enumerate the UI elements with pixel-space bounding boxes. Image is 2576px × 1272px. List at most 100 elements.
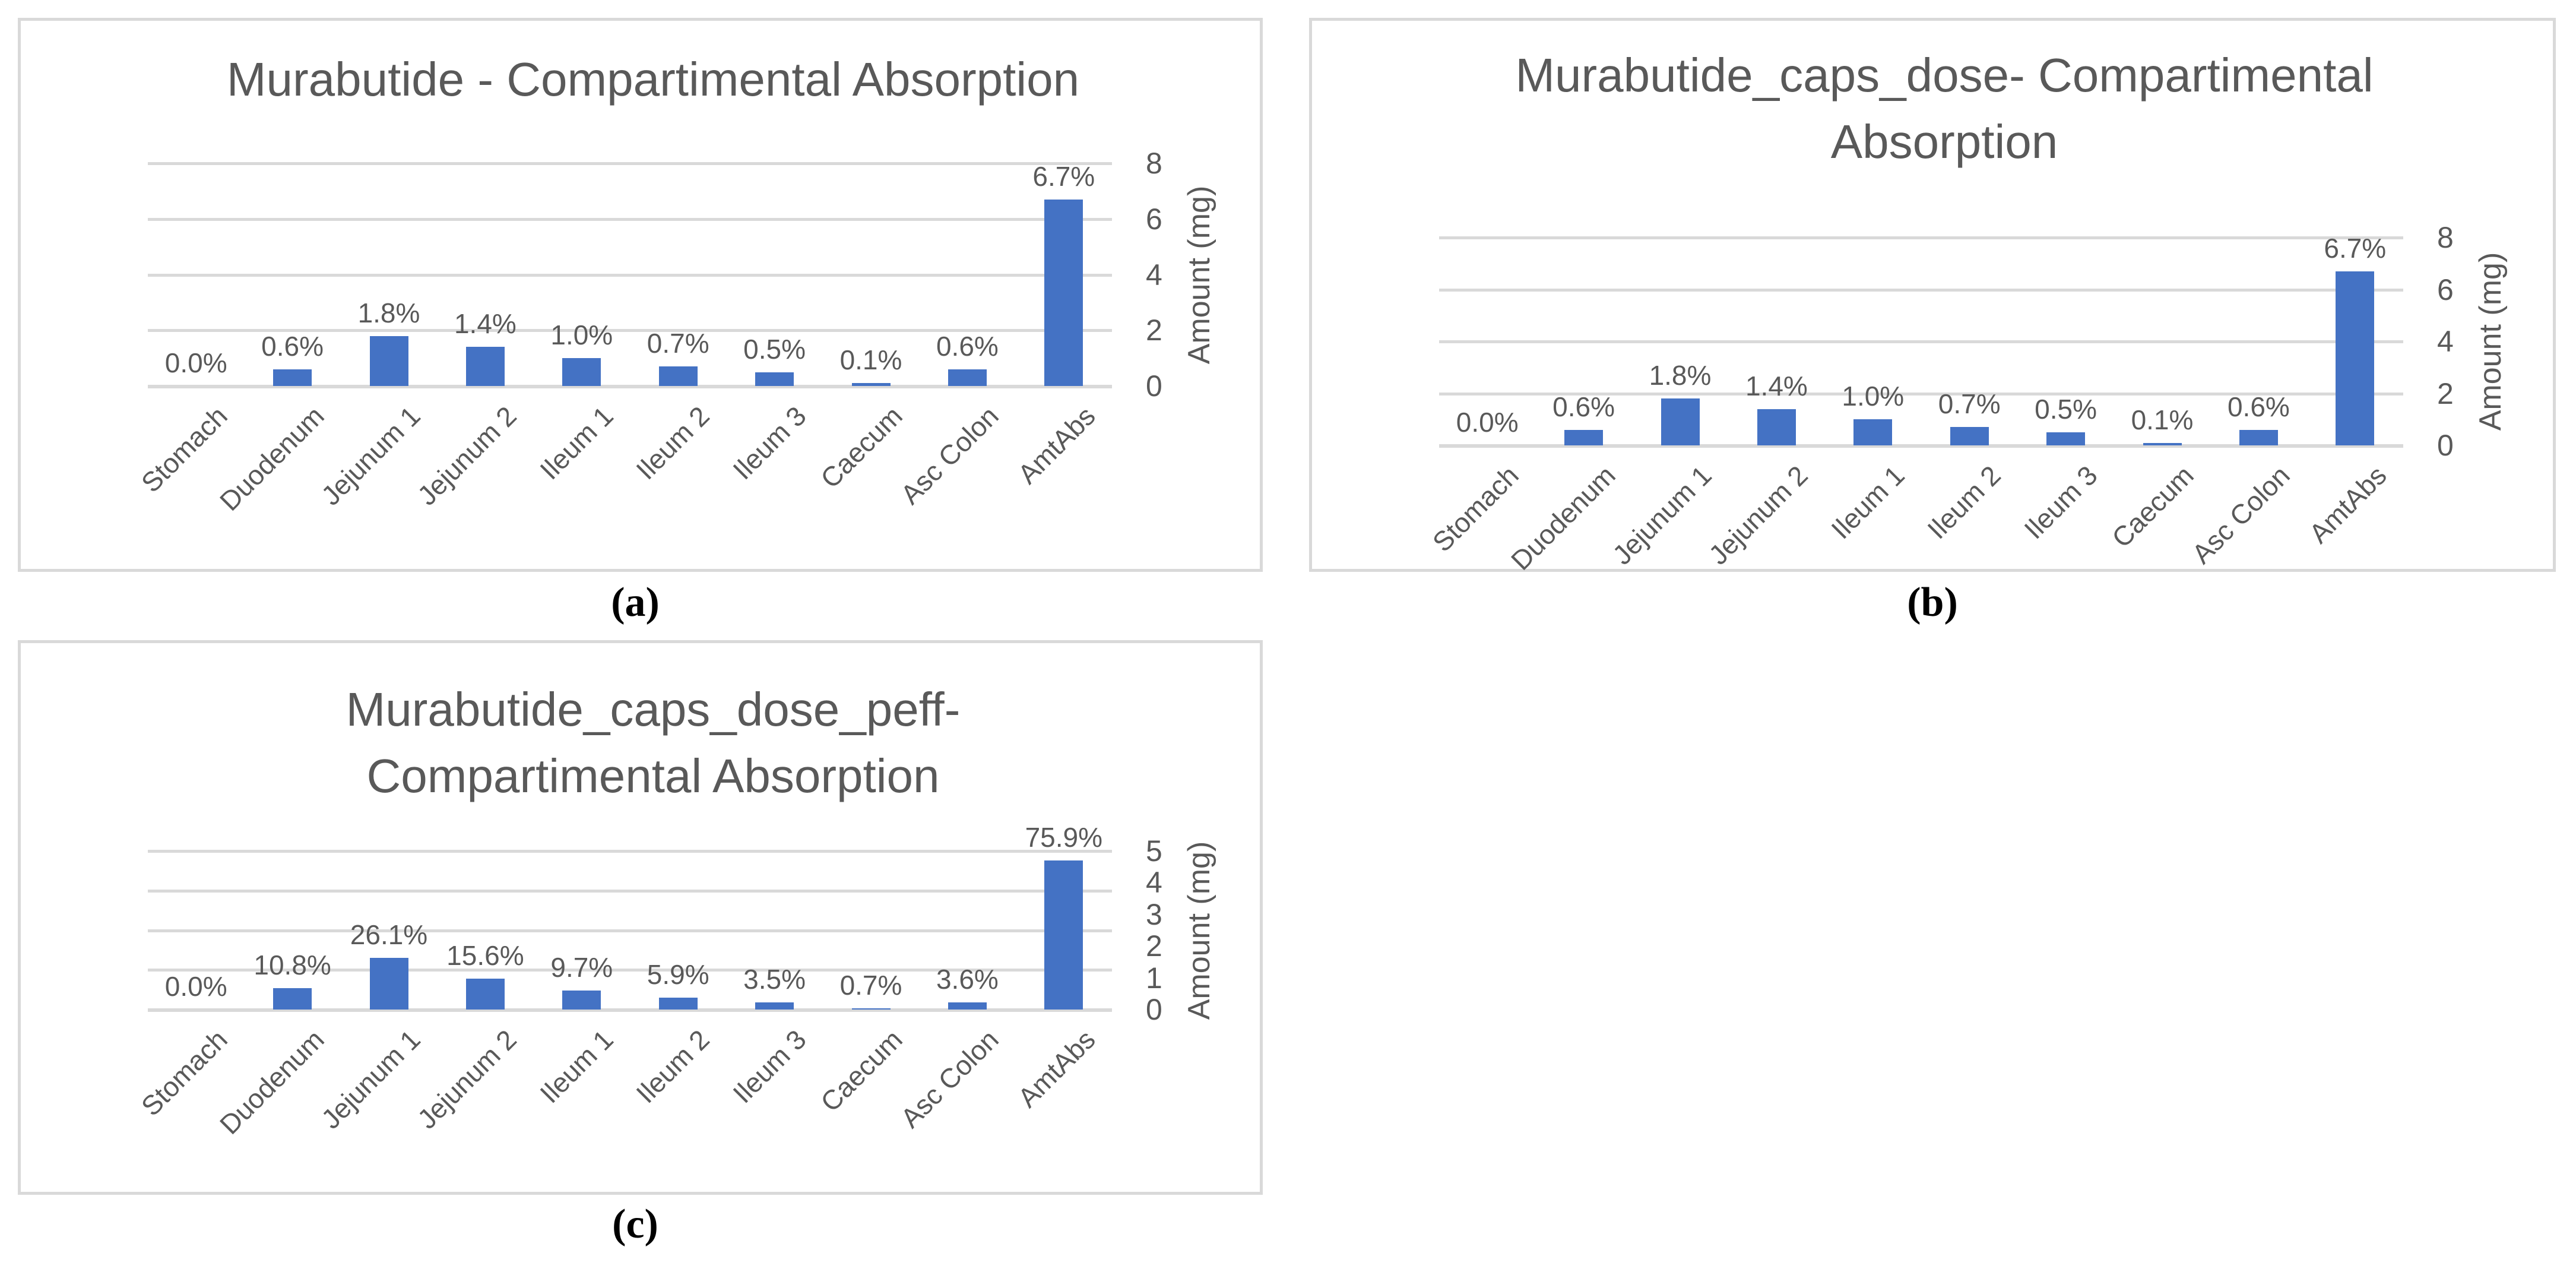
data-label: 0.1% <box>839 344 902 375</box>
data-label: 0.0% <box>164 971 227 1002</box>
y-axis-title: Amount (mg) <box>2473 252 2508 431</box>
chart-panel-c: Murabutide_caps_dose_peff- Compartimental… <box>18 640 1263 1195</box>
data-label: 1.8% <box>357 298 420 328</box>
y-tick-label: 4 <box>2437 325 2454 358</box>
data-label: 0.7% <box>647 328 709 359</box>
y-tick-label: 2 <box>1146 314 1162 347</box>
y-tick-label: 8 <box>2437 221 2454 254</box>
y-tick-label: 2 <box>2437 376 2454 410</box>
bar-caecum <box>2143 443 2182 445</box>
y-tick-label: 6 <box>2437 273 2454 306</box>
data-label: 1.8% <box>1649 360 1712 391</box>
y-tick-label: 4 <box>1146 866 1162 900</box>
chart-title-line: Compartimental Absorption <box>366 749 940 802</box>
data-label: 0.7% <box>1938 388 2001 419</box>
gridline <box>148 162 1112 165</box>
bar-jejunum-1 <box>369 336 408 386</box>
data-label: 5.9% <box>647 959 709 990</box>
chart-title: Murabutide - Compartimental Absorption <box>169 46 1137 113</box>
data-label: 1.4% <box>454 308 517 339</box>
data-label: 0.5% <box>743 334 806 365</box>
bar-jejunum-2 <box>465 347 505 386</box>
bar-ileum-2 <box>658 998 698 1010</box>
chart-title-line: Murabutide_caps_dose- Compartimental <box>1515 49 2374 102</box>
data-label: 0.0% <box>1456 407 1519 438</box>
caption-a: (a) <box>611 580 660 625</box>
y-tick-label: 0 <box>1146 369 1162 403</box>
data-label: 26.1% <box>350 919 428 950</box>
gridline <box>148 273 1112 277</box>
y-tick-label: 6 <box>1146 202 1162 236</box>
data-label: 10.8% <box>254 950 331 980</box>
caption-b: (b) <box>1907 580 1958 625</box>
data-label: 3.5% <box>743 964 806 995</box>
bar-ileum-1 <box>1853 419 1893 445</box>
chart-title: Murabutide_caps_dose- Compartimental Abso… <box>1460 42 2428 175</box>
bar-ileum-3 <box>755 372 794 386</box>
bar-ileum-1 <box>562 991 601 1010</box>
gridline <box>148 889 1112 893</box>
bar-asc-colon <box>948 1002 987 1010</box>
bar-ileum-1 <box>562 358 601 386</box>
x-axis-line <box>148 1008 1112 1012</box>
bar-ileum-2 <box>1950 427 1989 445</box>
bar-ileum-3 <box>755 1002 794 1010</box>
data-label: 15.6% <box>446 940 524 971</box>
data-label: 0.1% <box>2131 404 2194 435</box>
y-tick-label: 1 <box>1146 961 1162 995</box>
data-label: 0.6% <box>261 331 324 362</box>
bar-duodenum <box>273 988 312 1010</box>
gridline <box>148 969 1112 972</box>
bar-jejunum-2 <box>465 979 505 1010</box>
chart-title-line: Murabutide_caps_dose_peff- <box>346 683 961 736</box>
data-label: 0.7% <box>839 970 902 1001</box>
bar-duodenum <box>273 369 312 386</box>
bar-amtabs <box>1044 860 1083 1010</box>
data-label: 6.7% <box>2324 233 2387 264</box>
data-label: 0.6% <box>936 331 999 362</box>
bar-caecum <box>851 383 891 386</box>
bar-asc-colon <box>948 369 987 386</box>
gridline <box>1439 236 2403 239</box>
bar-asc-colon <box>2239 430 2278 445</box>
y-tick-label: 0 <box>2437 429 2454 462</box>
y-tick-label: 0 <box>1146 993 1162 1026</box>
data-label: 3.6% <box>936 964 999 995</box>
y-tick-label: 3 <box>1146 897 1162 931</box>
bar-caecum <box>851 1008 891 1010</box>
chart-panel-b: Murabutide_caps_dose- Compartimental Abso… <box>1309 18 2556 576</box>
bar-amtabs <box>2336 271 2375 445</box>
y-tick-label: 4 <box>1146 258 1162 292</box>
data-label: 1.4% <box>1745 371 1808 401</box>
bar-amtabs <box>1044 200 1083 386</box>
data-label: 0.6% <box>2227 391 2290 422</box>
data-label: 6.7% <box>1032 161 1095 192</box>
bar-ileum-2 <box>658 366 698 386</box>
y-tick-label: 2 <box>1146 929 1162 963</box>
y-axis-title: Amount (mg) <box>1182 841 1216 1020</box>
data-label: 0.6% <box>1552 391 1615 422</box>
data-label: 0.5% <box>2035 394 2097 425</box>
gridline <box>1439 392 2403 395</box>
y-axis-title: Amount (mg) <box>1182 185 1216 364</box>
gridline <box>148 329 1112 333</box>
x-axis-line <box>148 385 1112 388</box>
y-tick-label: 8 <box>1146 147 1162 180</box>
bar-ileum-3 <box>2046 432 2086 445</box>
data-label: 0.0% <box>164 347 227 378</box>
bar-jejunum-2 <box>1757 409 1796 445</box>
data-label: 1.0% <box>550 319 613 350</box>
bar-jejunum-1 <box>1661 398 1700 445</box>
chart-panel-a: Murabutide - Compartimental Absorption 0 2… <box>18 18 1263 572</box>
y-tick-label: 5 <box>1146 834 1162 868</box>
gridline <box>148 217 1112 221</box>
bar-duodenum <box>1564 430 1604 445</box>
gridline <box>148 850 1112 853</box>
caption-c: (c) <box>612 1201 658 1247</box>
data-label: 9.7% <box>550 952 613 983</box>
gridline <box>148 929 1112 932</box>
bar-jejunum-1 <box>369 958 408 1010</box>
chart-title-line: Murabutide - Compartimental Absorption <box>226 53 1080 106</box>
x-axis-line <box>1439 444 2403 448</box>
